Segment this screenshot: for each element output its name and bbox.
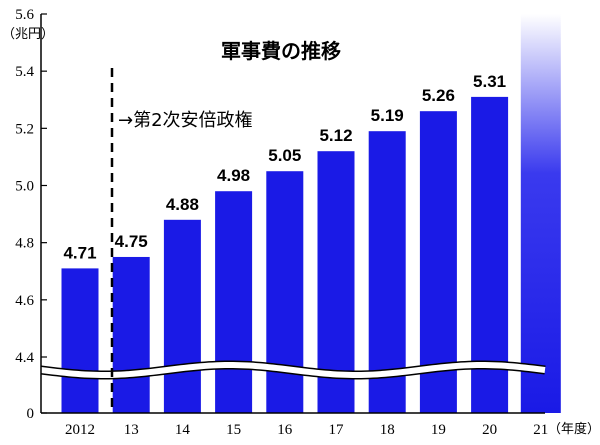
bar [266,171,304,413]
y-tick-label: 5.4 [15,64,34,80]
x-tick-label: 2012 [65,422,95,438]
data-label: 4.75 [115,232,148,251]
data-label: 5.05 [268,146,301,165]
x-unit-label: （年度） [548,421,600,436]
break-wave [40,361,546,379]
x-tick-label: 19 [431,422,446,438]
axes [40,14,545,414]
bar [61,268,99,413]
data-label: 4.88 [166,195,199,214]
x-tick-label: 18 [380,422,395,438]
data-label: 5.19 [371,106,404,125]
x-tick-label: 14 [175,422,191,438]
x-tick-label: 13 [124,422,139,438]
data-label: 5.31 [473,72,506,91]
data-label: 5.26 [422,86,455,105]
x-tick-label: 15 [226,422,241,438]
bar [520,14,561,413]
y-tick-label: 5.0 [15,179,34,195]
y-tick-label: 5.2 [15,121,34,137]
x-tick-label: 17 [329,422,345,438]
x-tick-label: 16 [277,422,293,438]
x-tick-label: 20 [482,422,497,438]
y-tick-label: 4.6 [15,293,34,309]
data-label: 4.71 [63,243,96,262]
bar [471,96,509,414]
data-label: 4.98 [217,166,250,185]
x-tick-label: 21 [533,422,548,438]
axis-break [40,360,546,380]
unit-label: （兆円） [2,26,54,41]
y-tick-label: 4.4 [15,350,34,366]
data-label: 5.12 [319,126,352,145]
bar [368,131,406,414]
bar [163,219,201,413]
y-tick-label: 4.8 [15,236,34,252]
abe-annotation: →第2次安倍政権 [118,110,253,131]
bar [112,256,150,413]
data-labels: 4.71 4.75 4.88 4.98 5.05 5.12 5.19 5.26 5.31 [63,72,506,262]
y-tick-label: 0 [27,406,35,422]
tick-labels: 0 4.4 4.6 4.8 5.0 5.2 5.4 5.6 2012 13 14 15 16 17 18 19… [15,7,548,438]
y-tick-label: 5.6 [15,7,34,23]
bar [215,191,253,413]
chart-title: 軍事費の推移 [221,39,341,63]
